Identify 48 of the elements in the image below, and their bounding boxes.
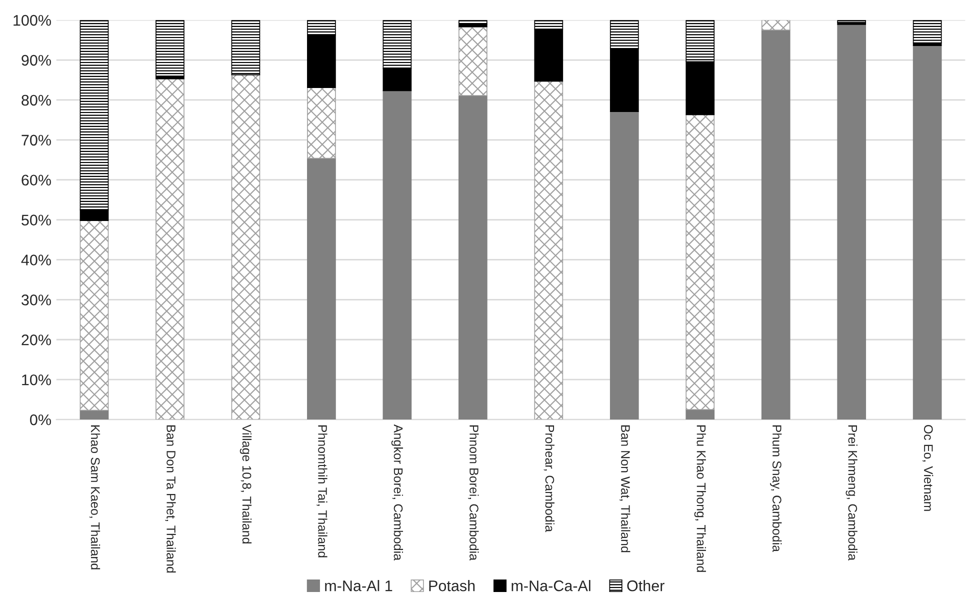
x-tick-label: Ban Non Wat, Thailand xyxy=(620,425,630,552)
y-tick-label: 80% xyxy=(22,94,51,106)
x-tick-label: Prohear, Cambodia xyxy=(544,425,554,532)
bar xyxy=(610,111,639,420)
bar xyxy=(761,20,790,30)
x-tick-label: Phu Khao Thong, Thailand xyxy=(694,425,706,572)
x-tick-label: Phnom Borei, Cambodia xyxy=(468,425,479,561)
y-tick-label: 10% xyxy=(22,374,51,386)
x-tick-label: Khao Sam Kaeo, Thailand xyxy=(89,425,100,570)
bar xyxy=(307,158,336,420)
x-tick-label: Oc Eo, Vietnam xyxy=(922,424,934,511)
bar xyxy=(231,20,260,76)
bar xyxy=(382,90,412,420)
x-tick-label: Prei Khmeng, Cambodia xyxy=(846,425,858,561)
bar xyxy=(912,20,942,44)
bar xyxy=(458,26,488,96)
x-tick-label: Ban Don Ta Phet, Thailand xyxy=(165,425,176,573)
bar xyxy=(686,114,715,410)
bar xyxy=(458,95,488,420)
legend-label: m-Na-Ca-Al xyxy=(512,580,590,592)
x-tick-label: Phum Snay, Cambodia xyxy=(770,425,782,552)
x-tick-label: Phnomthih Tai, Thailand xyxy=(316,425,328,558)
bar xyxy=(80,220,109,411)
x-tick-label: Village 10,8, Thailand xyxy=(240,424,252,544)
y-tick-label: 60% xyxy=(22,174,51,186)
y-tick-label: 70% xyxy=(22,134,51,146)
legend-label: Potash xyxy=(429,580,475,592)
bar xyxy=(761,30,790,420)
bar xyxy=(307,87,336,159)
bar xyxy=(156,78,184,420)
legend-label: m-Na-Al 1 xyxy=(325,580,392,592)
y-tick-label: 100% xyxy=(14,14,51,26)
bar xyxy=(837,24,866,420)
y-tick-label: 90% xyxy=(22,54,51,66)
bar xyxy=(80,410,109,420)
bar xyxy=(912,45,942,420)
bar xyxy=(686,409,715,420)
y-tick-label: 40% xyxy=(21,254,51,266)
bar xyxy=(534,80,564,420)
y-tick-label: 20% xyxy=(22,334,51,346)
x-tick-label: Angkor Borei, Cambodia xyxy=(391,424,404,561)
y-tick-label: 50% xyxy=(22,214,51,226)
y-tick-label: 30% xyxy=(22,294,51,306)
y-tick-label: 0% xyxy=(30,414,51,426)
legend-label: Other xyxy=(627,580,664,592)
bar xyxy=(156,20,184,76)
bar xyxy=(458,20,488,24)
bar xyxy=(231,74,260,420)
